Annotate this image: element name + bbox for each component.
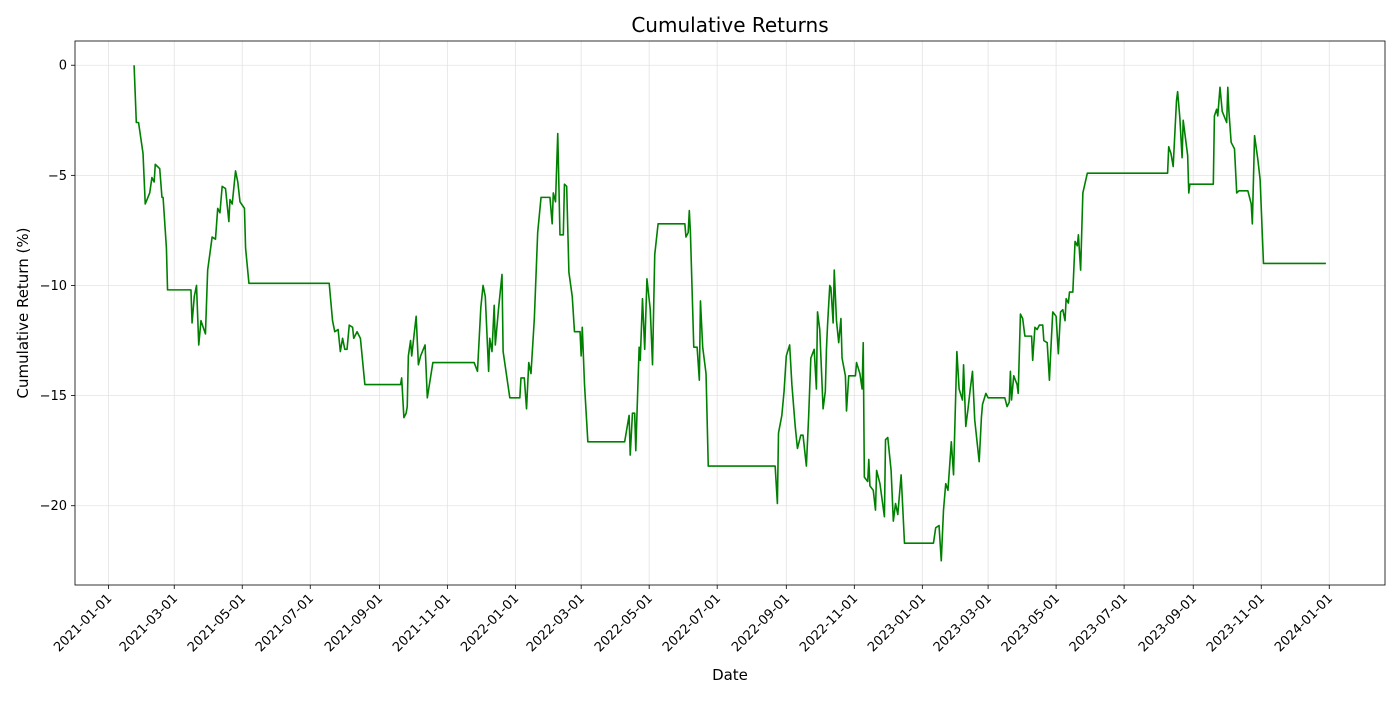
x-tick-label: 2023-11-01 [1204,591,1268,655]
x-tick-label: 2021-05-01 [185,591,249,655]
x-tick-label: 2022-07-01 [660,591,724,655]
x-tick-label: 2023-03-01 [931,591,995,655]
x-tick-label: 2021-07-01 [253,591,317,655]
plot-frame [74,40,1386,586]
x-tick-label: 2023-09-01 [1136,591,1200,655]
x-tick-label: 2022-11-01 [797,591,861,655]
x-tick-label: 2021-01-01 [51,591,115,655]
y-tick-label: −10 [40,279,67,294]
x-tick-label: 2022-05-01 [592,591,656,655]
x-tick-label: 2021-09-01 [322,591,386,655]
y-tick-label: −20 [40,499,67,514]
x-tick-label: 2021-11-01 [390,591,454,655]
x-tick-label: 2023-01-01 [865,591,929,655]
y-tick-label: −5 [48,169,67,184]
x-tick-label: 2023-07-01 [1067,591,1131,655]
x-tick-label: 2024-01-01 [1272,591,1336,655]
data-line [133,65,1326,562]
x-tick-label: 2021-03-01 [117,591,181,655]
x-tick-label: 2022-03-01 [524,591,588,655]
chart-title: Cumulative Returns [631,13,828,37]
y-tick-label: −15 [40,389,67,404]
x-tick-label: 2022-01-01 [458,591,522,655]
x-tick-label: 2023-05-01 [999,591,1063,655]
y-axis-label: Cumulative Return (%) [14,228,32,399]
y-tick-label: 0 [59,59,67,74]
x-axis-label: Date [712,666,748,684]
x-tick-label: 2022-09-01 [729,591,793,655]
